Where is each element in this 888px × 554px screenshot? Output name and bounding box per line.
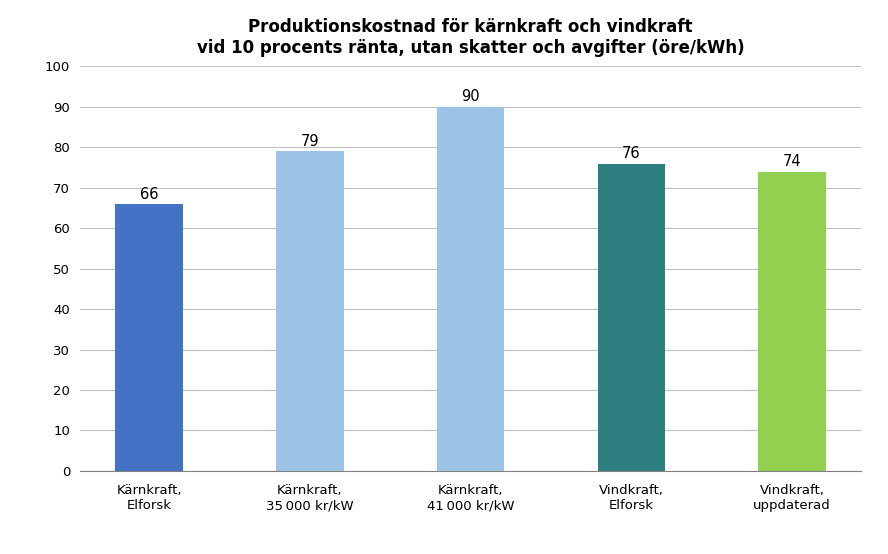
Bar	[115, 204, 183, 471]
Title: Produktionskostnad för kärnkraft och vindkraft
vid 10 procents ränta, utan skatt: Produktionskostnad för kärnkraft och vin…	[197, 18, 744, 57]
Bar	[598, 163, 665, 471]
Text: 90: 90	[462, 90, 480, 105]
Bar	[276, 151, 344, 471]
Text: 79: 79	[301, 134, 319, 149]
Bar	[758, 172, 826, 471]
Bar	[437, 107, 504, 471]
Text: 74: 74	[783, 154, 801, 169]
Text: 76: 76	[622, 146, 640, 161]
Text: 66: 66	[140, 187, 158, 202]
